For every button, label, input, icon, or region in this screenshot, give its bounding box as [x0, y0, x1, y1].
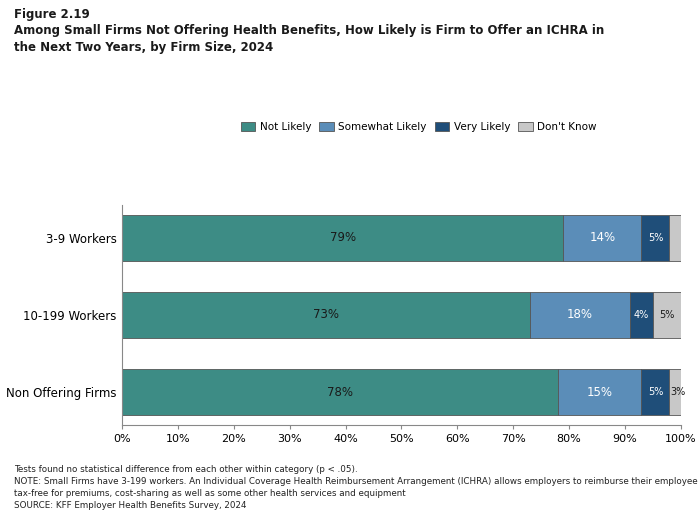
Text: 5%: 5%: [648, 233, 663, 243]
Text: 73%: 73%: [313, 309, 339, 321]
Text: the Next Two Years, by Firm Size, 2024: the Next Two Years, by Firm Size, 2024: [14, 41, 273, 54]
Bar: [630, 292, 653, 338]
Bar: [641, 369, 669, 415]
Text: 18%: 18%: [567, 309, 593, 321]
Bar: [558, 369, 641, 415]
Text: Among Small Firms Not Offering Health Benefits, How Likely is Firm to Offer an I: Among Small Firms Not Offering Health Be…: [14, 24, 604, 37]
Text: 15%: 15%: [586, 385, 613, 398]
Text: 79%: 79%: [329, 232, 356, 245]
Text: 5%: 5%: [648, 387, 663, 397]
Text: 78%: 78%: [327, 385, 353, 398]
Text: 5%: 5%: [659, 310, 674, 320]
Bar: [641, 215, 669, 261]
Bar: [563, 215, 641, 261]
Text: Tests found no statistical difference from each other within category (p < .05).: Tests found no statistical difference fr…: [14, 465, 357, 474]
Text: tax-free for premiums, cost-sharing as well as some other health services and eq: tax-free for premiums, cost-sharing as w…: [14, 489, 406, 498]
Bar: [530, 292, 630, 338]
Bar: [122, 292, 530, 338]
Text: Figure 2.19: Figure 2.19: [14, 8, 90, 21]
Bar: [669, 215, 681, 261]
Legend: Not Likely, Somewhat Likely, Very Likely, Don't Know: Not Likely, Somewhat Likely, Very Likely…: [237, 118, 601, 136]
Bar: [122, 369, 558, 415]
Bar: [122, 215, 563, 261]
Text: 14%: 14%: [589, 232, 616, 245]
Text: 3%: 3%: [670, 387, 685, 397]
Bar: [669, 369, 686, 415]
Text: NOTE: Small Firms have 3-199 workers. An Individual Coverage Health Reimbursemen: NOTE: Small Firms have 3-199 workers. An…: [14, 477, 698, 486]
Text: 4%: 4%: [634, 310, 649, 320]
Bar: [653, 292, 681, 338]
Text: SOURCE: KFF Employer Health Benefits Survey, 2024: SOURCE: KFF Employer Health Benefits Sur…: [14, 501, 246, 510]
